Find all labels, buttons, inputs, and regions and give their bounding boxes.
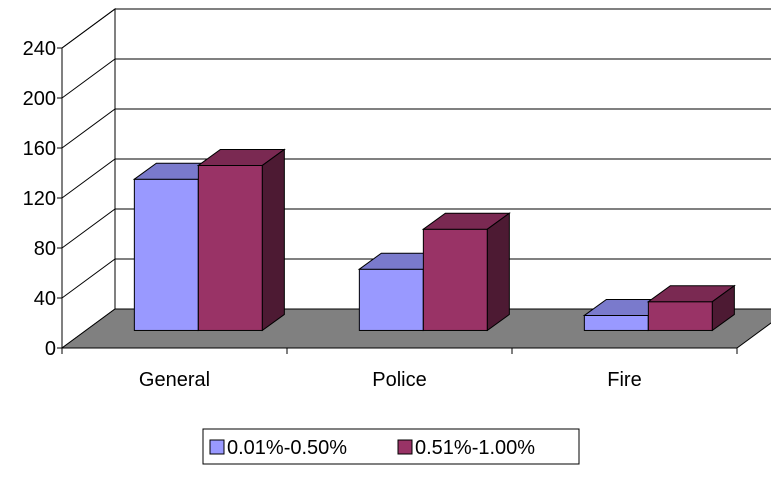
gridline bbox=[61, 258, 771, 299]
x-tick-label: Fire bbox=[607, 369, 641, 391]
bar-front-face bbox=[197, 164, 263, 331]
gridline bbox=[61, 158, 771, 199]
legend-box bbox=[202, 428, 580, 465]
y-tick-label: 200 bbox=[23, 88, 56, 110]
bar-front-face bbox=[422, 228, 488, 331]
y-tick-label: 0 bbox=[45, 338, 56, 360]
y-tick-label: 80 bbox=[34, 238, 56, 260]
y-tick-label: 240 bbox=[23, 38, 56, 60]
x-tick-label: Police bbox=[372, 369, 426, 391]
bar-side-face bbox=[486, 212, 510, 332]
bar bbox=[646, 284, 736, 332]
legend-label: 0.51%-1.00% bbox=[415, 437, 535, 459]
gridlines bbox=[61, 8, 771, 299]
bar bbox=[196, 148, 286, 332]
gridline bbox=[61, 8, 771, 49]
bar-front-face bbox=[133, 178, 199, 331]
bar bbox=[421, 212, 511, 332]
legend-swatch bbox=[397, 439, 413, 455]
bar-front-face bbox=[647, 301, 713, 331]
y-tick-label: 120 bbox=[23, 188, 56, 210]
bar-front-face bbox=[358, 268, 424, 331]
legend-swatch bbox=[209, 439, 225, 455]
x-axis-tick-labels: General Police Fire bbox=[61, 347, 738, 391]
bar-front-face bbox=[583, 314, 649, 331]
y-axis-tick-labels: 0 40 80 120 160 200 240 bbox=[23, 38, 63, 360]
gridline bbox=[61, 58, 771, 99]
gridline bbox=[61, 108, 771, 149]
y-tick-label: 40 bbox=[34, 288, 56, 310]
bar-side-face bbox=[711, 284, 735, 332]
legend-label: 0.01%-0.50% bbox=[227, 437, 347, 459]
x-tick-label: General bbox=[139, 369, 210, 391]
gridline bbox=[61, 208, 771, 249]
bar-side-face bbox=[261, 148, 285, 332]
legend: 0.01%-0.50% 0.51%-1.00% bbox=[202, 428, 580, 465]
y-tick-label: 160 bbox=[23, 138, 56, 160]
bars bbox=[132, 148, 736, 332]
